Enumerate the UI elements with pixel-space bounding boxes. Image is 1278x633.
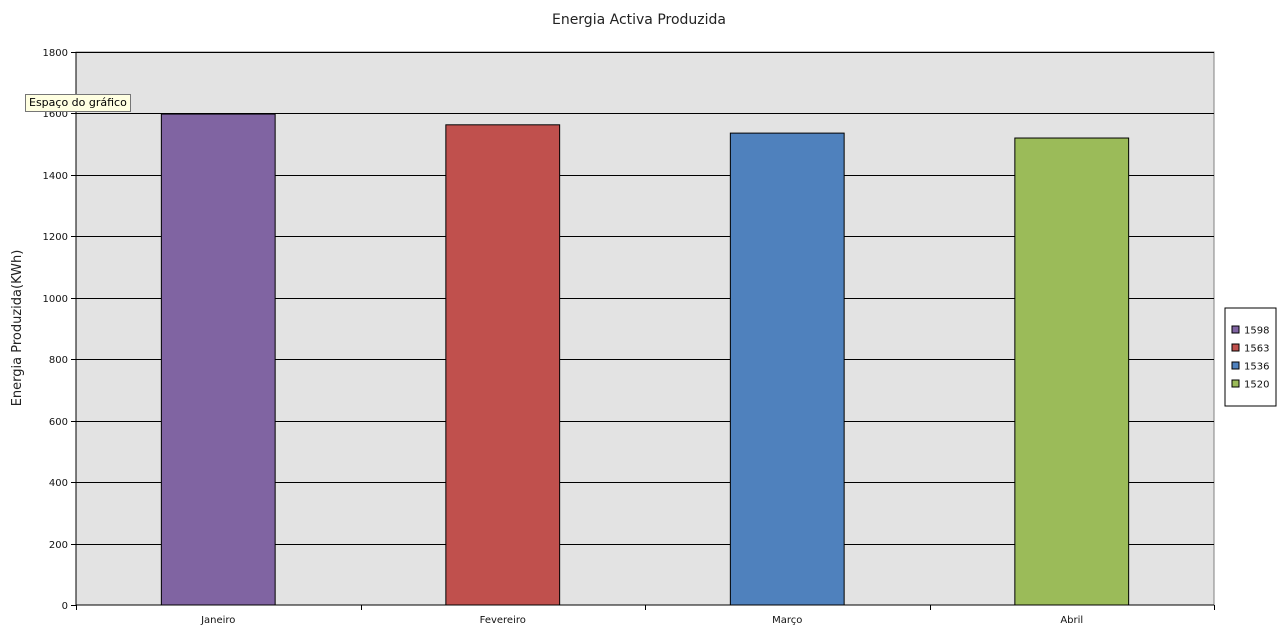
y-tick-label: 400 <box>49 478 68 489</box>
x-tick-label: Fevereiro <box>480 615 526 626</box>
y-tick-label: 1400 <box>43 171 68 182</box>
bar-março[interactable] <box>729 132 845 606</box>
x-tick-label: Janeiro <box>200 615 235 626</box>
legend-swatch <box>1231 343 1240 352</box>
bar-janeiro[interactable] <box>160 113 276 606</box>
y-tick-label: 1800 <box>43 48 68 59</box>
legend-swatch <box>1231 325 1240 334</box>
chart-title: Energia Activa Produzida <box>552 12 726 28</box>
legend-swatch <box>1231 361 1240 370</box>
legend-label: 1598 <box>1244 326 1269 337</box>
legend[interactable]: 1598 1563 1536 1520 <box>1224 307 1277 407</box>
x-tick-label: Abril <box>1060 615 1083 626</box>
y-tick-label: 1600 <box>43 109 68 120</box>
y-tick-labels: 0 200 400 600 800 1000 1200 1400 1600 1800 <box>43 48 76 612</box>
legend-items: 1598 1563 1536 1520 <box>1231 325 1269 391</box>
legend-label: 1520 <box>1244 380 1269 391</box>
legend-label: 1563 <box>1244 344 1269 355</box>
y-tick-label: 800 <box>49 355 68 366</box>
legend-box <box>1224 307 1277 407</box>
bars <box>160 113 1130 606</box>
y-tick-label: 200 <box>49 540 68 551</box>
legend-label: 1536 <box>1244 362 1269 373</box>
y-tick-label: 1200 <box>43 232 68 243</box>
x-tick-label: Março <box>772 615 802 626</box>
x-tick-labels: Janeiro Fevereiro Março Abril <box>76 605 1215 626</box>
y-tick-label: 600 <box>49 417 68 428</box>
y-tick-label: 1000 <box>43 294 68 305</box>
bar-abril[interactable] <box>1014 137 1130 606</box>
bar-fevereiro[interactable] <box>445 124 561 606</box>
y-tick-label: 0 <box>62 601 68 612</box>
chart-area-tooltip: Espaço do gráfico <box>25 94 131 112</box>
y-axis-title: Energia Produzida(KWh) <box>10 250 25 407</box>
legend-swatch <box>1231 379 1240 388</box>
